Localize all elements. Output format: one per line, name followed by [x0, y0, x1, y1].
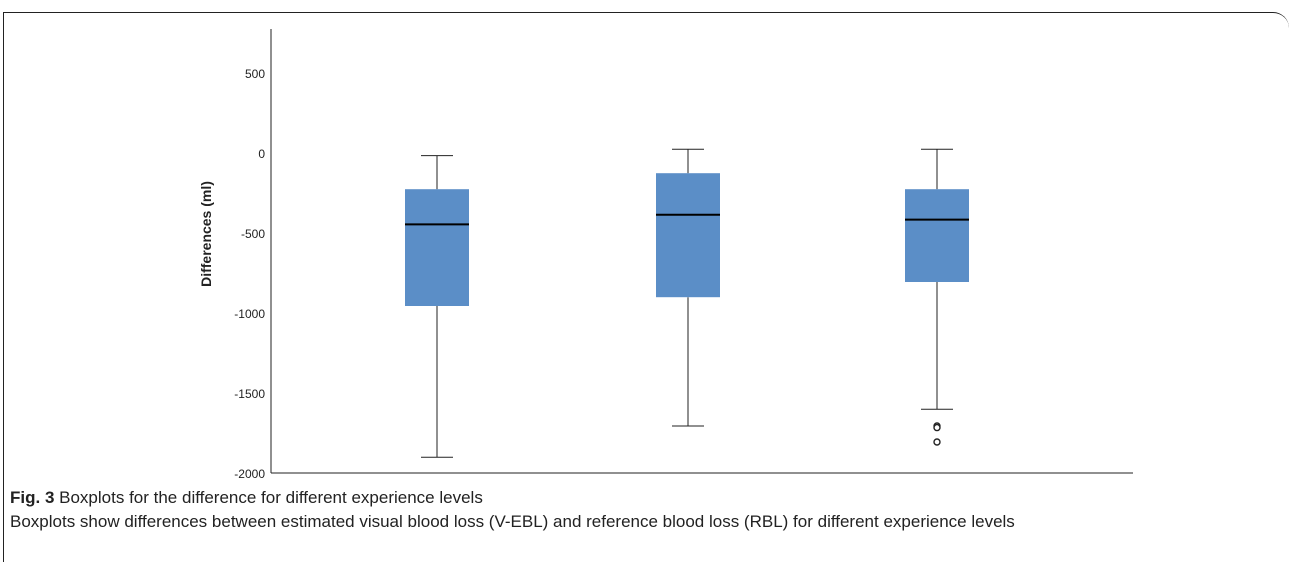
figure-caption: Fig. 3 Boxplots for the difference for d… — [10, 486, 1280, 534]
box-iqr — [405, 189, 469, 306]
y-tick-label: -2000 — [234, 467, 265, 480]
y-tick-label: 500 — [245, 67, 265, 81]
y-axis-label: Differences (ml) — [198, 181, 214, 287]
outlier-point — [933, 423, 941, 432]
outlier-point — [933, 438, 941, 446]
figure-frame — [3, 12, 1289, 562]
figure-label: Fig. 3 — [10, 488, 55, 507]
y-tick-label: 0 — [258, 147, 265, 161]
y-tick-label: -1000 — [234, 307, 265, 321]
y-tick-label: -500 — [241, 227, 265, 241]
box-iqr — [656, 173, 720, 298]
y-tick-label: -1500 — [234, 387, 265, 401]
figure-description: Boxplots show differences between estima… — [10, 512, 1015, 531]
figure-title: Boxplots for the difference for differen… — [59, 488, 483, 507]
box-iqr — [905, 189, 969, 282]
